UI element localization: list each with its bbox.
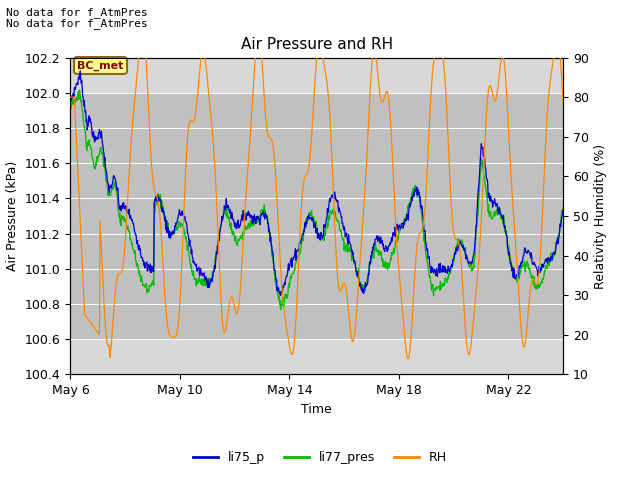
X-axis label: Time: Time (301, 403, 332, 416)
Text: BC_met: BC_met (77, 60, 124, 71)
Text: No data for f_AtmPres: No data for f_AtmPres (6, 18, 148, 29)
Title: Air Pressure and RH: Air Pressure and RH (241, 37, 393, 52)
Legend: li75_p, li77_pres, RH: li75_p, li77_pres, RH (188, 446, 452, 469)
Bar (70, 93, 563, 339)
Y-axis label: Air Pressure (kPa): Air Pressure (kPa) (6, 161, 19, 271)
Text: No data for f_AtmPres: No data for f_AtmPres (6, 7, 148, 18)
Y-axis label: Relativity Humidity (%): Relativity Humidity (%) (595, 144, 607, 288)
